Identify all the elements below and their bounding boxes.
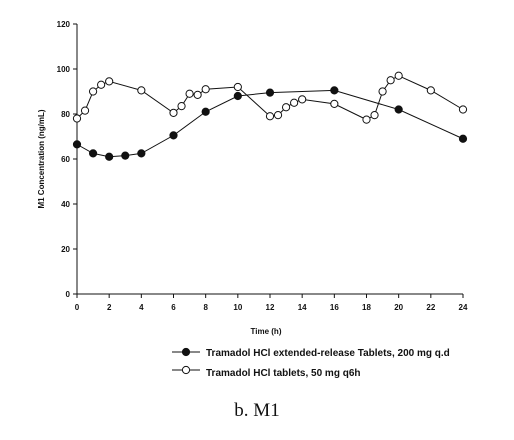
data-point [105,77,114,86]
x-tick-label: 22 [426,303,435,312]
x-tick-label: 16 [330,303,339,312]
data-point [80,106,90,115]
legend-item-er: Tramadol HCl extended-release Tablets, 2… [172,347,450,359]
y-axis-label: M1 Concentration (ng/mL) [37,109,46,208]
y-tick-label: 60 [61,155,70,164]
x-tick-label: 12 [266,303,275,312]
data-point [386,76,395,85]
x-tick-label: 10 [233,303,242,312]
data-point [281,103,291,112]
data-point [378,87,387,96]
x-tick-label: 18 [362,303,371,312]
data-point [362,115,371,124]
data-point [72,114,82,123]
series-line [76,89,464,158]
y-tick-label: 80 [61,110,70,119]
legend-ir-label: Tramadol HCl tablets, 50 mg q6h [206,368,360,379]
data-point [105,152,114,161]
x-axis-label: Time (h) [251,327,282,336]
data-point [201,107,210,116]
data-point [177,102,186,111]
data-point [88,87,98,96]
legend-er-label: Tramadol HCl extended-release Tablets, 2… [206,348,450,359]
y-tick-label: 0 [66,290,71,299]
x-tick-label: 14 [298,303,307,312]
x-tick-label: 20 [394,303,403,312]
data-point [97,80,106,89]
axes [76,24,463,295]
legend: Tramadol HCl extended-release Tablets, 2… [172,347,450,379]
data-point [330,99,339,108]
data-point [426,86,435,95]
y-tick-label: 40 [61,200,70,209]
data-point [88,149,98,158]
data-point [394,105,403,114]
data-point [298,95,307,104]
data-point [201,85,210,94]
data-point [137,86,146,95]
x-tick-label: 24 [459,303,468,312]
x-tick-label: 6 [171,303,176,312]
series-layer [72,71,468,161]
data-point [72,140,82,149]
data-point [121,151,130,160]
data-point [193,90,202,99]
legend-er-marker [181,347,191,357]
data-point [458,105,468,114]
data-point [265,112,275,121]
data-point [137,149,146,158]
data-point [233,82,242,92]
figure-caption: b. M1 [234,400,279,421]
y-tick-label: 120 [57,20,71,29]
data-point [290,98,299,107]
x-tick-label: 4 [139,303,144,312]
legend-ir-marker [181,365,191,375]
series-er [72,86,468,161]
data-point [265,88,275,97]
data-point [458,134,468,143]
data-point [273,111,283,120]
data-point [169,108,178,117]
data-point [370,111,379,120]
x-tick-label: 0 [75,303,80,312]
y-tick-label: 20 [61,245,70,254]
data-point [185,89,194,98]
data-point [394,71,403,80]
data-point [330,86,339,95]
x-tick-label: 8 [203,303,208,312]
series-ir [72,71,468,124]
legend-item-ir: Tramadol HCl tablets, 50 mg q6h [172,365,360,379]
y-tick-label: 100 [57,65,71,74]
data-point [169,131,178,140]
data-point [233,91,242,101]
x-tick-label: 2 [107,303,112,312]
